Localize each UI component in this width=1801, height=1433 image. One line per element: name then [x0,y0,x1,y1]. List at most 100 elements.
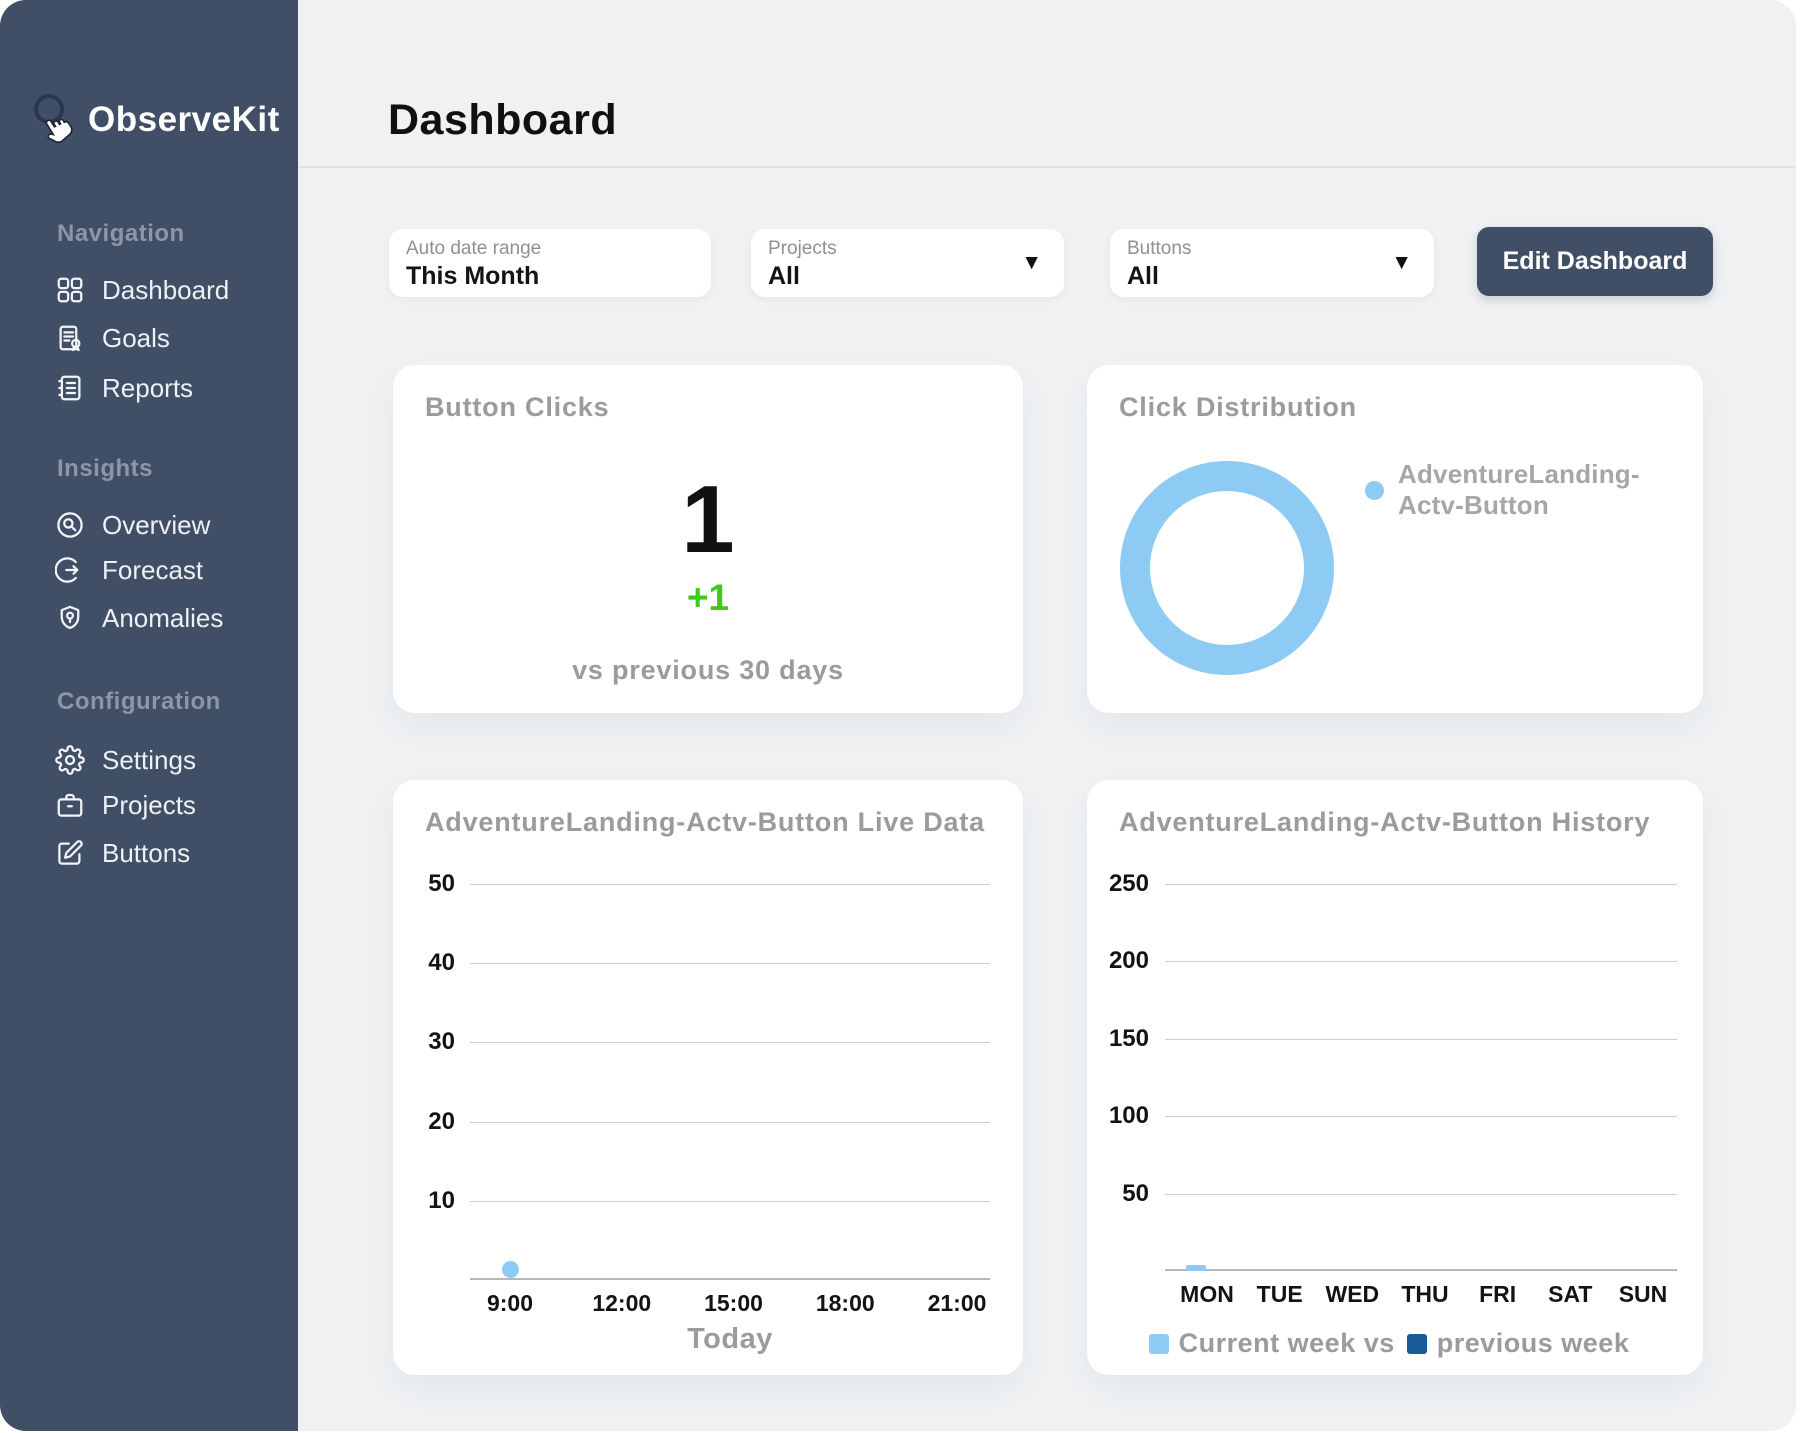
y-tick-label: 150 [1108,1024,1149,1052]
gridline [470,963,990,965]
sidebar-item-buttons[interactable]: Buttons [55,835,190,871]
y-tick-label: 50 [1122,1179,1149,1207]
gridline [470,1042,990,1044]
gridline [470,1121,990,1123]
sidebar-item-anomalies[interactable]: Anomalies [55,600,223,636]
edit-dashboard-button[interactable]: Edit Dashboard [1477,227,1713,296]
magnifier-circle-icon [57,512,83,538]
chevron-down-icon: ▼ [1391,251,1412,274]
sidebar-item-label: Overview [102,509,211,540]
live-plot [470,884,990,1280]
x-tick-label: 12:00 [592,1290,652,1316]
x-tick-label: FRI [1479,1281,1517,1307]
y-tick-label: 250 [1108,870,1149,897]
data-point [501,1261,519,1278]
sidebar-item-settings[interactable]: Settings [55,742,196,778]
y-tick-label: 100 [1108,1102,1149,1130]
date-range-label: Auto date range [406,238,542,259]
clicks-value: 1 [681,466,735,573]
sidebar-item-label: Buttons [102,837,191,868]
history-legend: Current week vs previous week [1087,1328,1703,1359]
shield-pin-icon [60,605,80,629]
header-divider [298,166,1796,168]
x-tick-label: 15:00 [704,1290,763,1316]
history-card: AdventureLanding-Actv-Button History Cur… [1087,780,1703,1375]
reports-notebook-icon [58,375,81,401]
card-title: AdventureLanding-Actv-Button History [1119,807,1651,837]
projects-filter-label: Projects [768,238,837,259]
projects-filter-value: All [768,262,800,290]
legend-square-previous-week [1406,1333,1427,1354]
gear-icon [55,745,85,775]
gridline [1165,1116,1677,1118]
gridline [1165,961,1677,963]
y-tick-label: 50 [428,870,455,897]
chevron-down-icon: ▼ [1021,251,1042,274]
x-tick-label: 18:00 [815,1290,875,1316]
buttons-filter[interactable]: Buttons All ▼ [1110,229,1434,297]
y-tick-label: 10 [428,1186,455,1214]
legend-square-current-week [1148,1333,1169,1354]
history-plot [1165,884,1677,1271]
grid-icon [57,277,83,303]
card-title: Button Clicks [425,392,610,422]
projects-filter[interactable]: Projects All ▼ [751,229,1064,297]
legend-label: AdventureLanding-Actv-Button [1398,459,1640,520]
button-clicks-card: Button Clicks 1 +1 vs previous 30 days [393,365,1023,713]
x-axis-line [1165,1269,1677,1271]
x-tick-label: SAT [1548,1281,1593,1307]
sidebar-item-label: Goals [102,322,170,353]
donut-legend: AdventureLanding-Actv-Button [1365,459,1703,521]
section-label-insights: Insights [57,455,154,482]
sidebar-item-goals[interactable]: Goals [55,320,170,356]
buttons-filter-label: Buttons [1127,238,1192,259]
sidebar: ObserveKit Navigation Dashboard Goals [0,0,298,1431]
logo-text: ObserveKit [88,100,280,139]
gridline [470,884,990,885]
sidebar-item-label: Dashboard [102,274,230,305]
x-tick-label: 21:00 [927,1290,987,1316]
live-data-card: AdventureLanding-Actv-Button Live Data T… [393,780,1023,1375]
goals-document-icon [59,325,81,352]
clicks-delta: +1 [686,577,730,618]
x-tick-label: SUN [1618,1281,1668,1307]
legend-dot [1365,480,1384,500]
gridline [1165,1038,1677,1040]
date-range-filter[interactable]: Auto date range This Month [389,229,711,297]
donut-chart [1120,461,1334,675]
legend-label-previous: previous week [1436,1328,1630,1358]
sidebar-item-label: Settings [102,744,196,775]
x-tick-label: THU [1401,1281,1449,1307]
sidebar-item-label: Forecast [102,554,204,585]
edit-square-icon [58,840,83,865]
gridline [1165,1193,1677,1195]
x-tick-label: WED [1325,1281,1380,1307]
gridline [1165,884,1677,885]
y-tick-label: 20 [428,1107,455,1135]
date-range-value: This Month [406,262,540,290]
sidebar-item-forecast[interactable]: Forecast [55,552,203,588]
click-distribution-card: Click Distribution AdventureLanding-Actv… [1087,365,1703,713]
x-tick-label: MON [1180,1281,1234,1307]
clicks-caption: vs previous 30 days [572,655,844,685]
sidebar-item-label: Reports [102,372,194,403]
card-title: AdventureLanding-Actv-Button Live Data [425,807,985,837]
section-label-navigation: Navigation [57,220,185,247]
x-axis-line [470,1278,990,1280]
logo[interactable]: ObserveKit [30,88,280,152]
x-axis-title: Today [687,1323,773,1355]
sidebar-item-label: Projects [102,789,196,820]
click-cursor-icon [34,94,73,143]
y-tick-label: 200 [1108,947,1149,975]
sidebar-item-projects[interactable]: Projects [55,787,196,823]
section-label-configuration: Configuration [57,688,221,715]
sidebar-item-overview[interactable]: Overview [55,507,210,543]
card-title: Click Distribution [1119,392,1357,422]
arrow-circle-icon [55,557,79,583]
x-tick-label: TUE [1256,1281,1303,1307]
sidebar-item-dashboard[interactable]: Dashboard [55,272,229,308]
briefcase-icon [57,793,83,817]
sidebar-item-reports[interactable]: Reports [55,370,193,406]
y-tick-label: 30 [428,1028,455,1056]
